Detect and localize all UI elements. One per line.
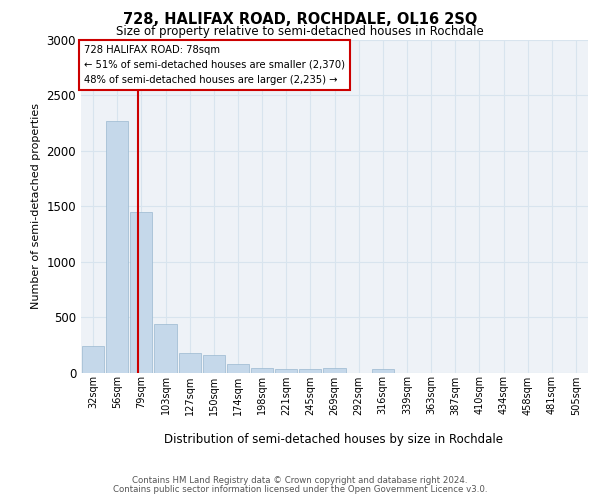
Bar: [203, 356, 225, 372]
Bar: [154, 324, 176, 372]
Text: Contains HM Land Registry data © Crown copyright and database right 2024.: Contains HM Land Registry data © Crown c…: [132, 476, 468, 485]
Y-axis label: Number of semi-detached properties: Number of semi-detached properties: [31, 104, 41, 309]
Bar: [82, 346, 104, 372]
Bar: [130, 212, 152, 372]
Text: Size of property relative to semi-detached houses in Rochdale: Size of property relative to semi-detach…: [116, 25, 484, 38]
Text: 728 HALIFAX ROAD: 78sqm
← 51% of semi-detached houses are smaller (2,370)
48% of: 728 HALIFAX ROAD: 78sqm ← 51% of semi-de…: [83, 45, 344, 84]
Bar: [299, 369, 322, 372]
Bar: [227, 364, 249, 372]
Bar: [323, 368, 346, 372]
Text: 728, HALIFAX ROAD, ROCHDALE, OL16 2SQ: 728, HALIFAX ROAD, ROCHDALE, OL16 2SQ: [123, 12, 477, 28]
Bar: [179, 353, 201, 372]
Bar: [251, 368, 273, 372]
Text: Distribution of semi-detached houses by size in Rochdale: Distribution of semi-detached houses by …: [164, 432, 503, 446]
Bar: [371, 369, 394, 372]
Bar: [275, 368, 298, 372]
Text: Contains public sector information licensed under the Open Government Licence v3: Contains public sector information licen…: [113, 484, 487, 494]
Bar: [106, 121, 128, 372]
